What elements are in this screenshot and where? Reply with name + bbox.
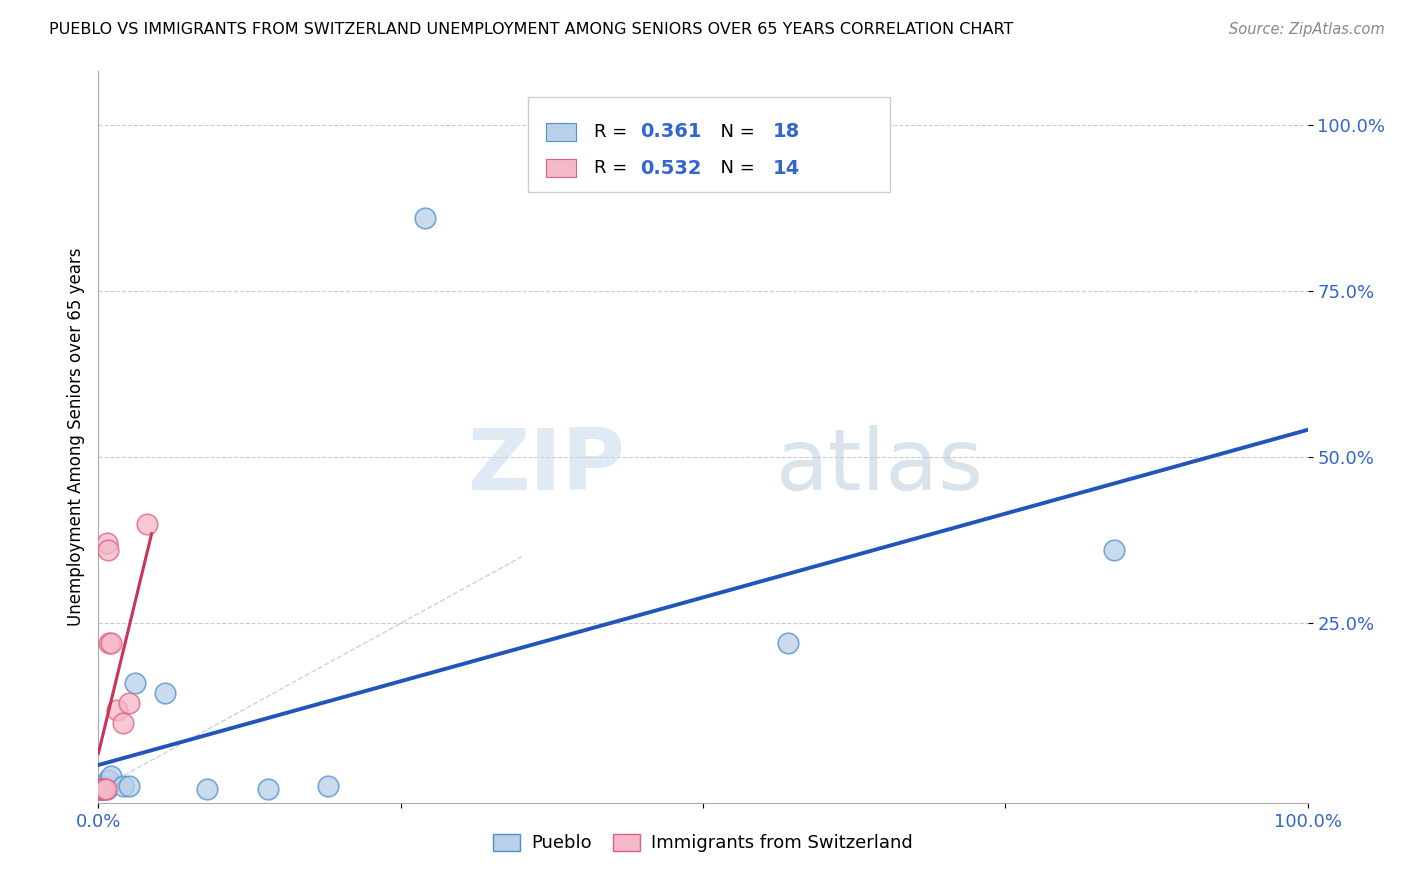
Point [97,543,120,558]
Text: atlas: atlas [776,425,984,508]
FancyBboxPatch shape [527,97,890,192]
Point [100,769,122,783]
Point [91,781,114,796]
Point [118,779,141,793]
Point [93,781,115,796]
Point [1102,543,1125,558]
Point [94,781,117,796]
Text: N =: N = [709,160,761,178]
Point [100,636,122,650]
Point [256,781,278,796]
Text: R =: R = [595,160,633,178]
Text: 0.532: 0.532 [640,159,702,178]
Point [97,772,120,787]
Text: R =: R = [595,123,633,141]
Point [98,636,121,650]
Point [118,696,141,710]
Point [413,211,436,225]
Point [195,781,218,796]
Text: Source: ZipAtlas.com: Source: ZipAtlas.com [1229,22,1385,37]
Y-axis label: Unemployment Among Seniors over 65 years: Unemployment Among Seniors over 65 years [66,248,84,626]
Point [316,779,339,793]
Point [91,781,114,796]
Text: PUEBLO VS IMMIGRANTS FROM SWITZERLAND UNEMPLOYMENT AMONG SENIORS OVER 65 YEARS C: PUEBLO VS IMMIGRANTS FROM SWITZERLAND UN… [49,22,1014,37]
Point [105,703,128,717]
Point [90,781,112,796]
Text: 14: 14 [773,159,800,178]
Point [111,716,134,731]
Text: N =: N = [709,123,761,141]
Point [89,781,111,796]
Text: ZIP: ZIP [467,425,624,508]
Point [135,516,157,531]
Point [96,781,118,796]
Point [93,779,115,793]
Point [776,636,799,650]
Point [91,781,114,796]
Point [111,779,134,793]
Point [124,676,146,690]
Legend: Pueblo, Immigrants from Switzerland: Pueblo, Immigrants from Switzerland [486,826,920,860]
Bar [546,122,576,141]
Bar [546,159,576,178]
Point [96,536,118,550]
Point [89,781,111,796]
Text: 18: 18 [773,122,800,141]
Point [153,686,176,700]
Text: 0.361: 0.361 [640,122,702,141]
Point [91,781,114,796]
Point [90,781,112,796]
